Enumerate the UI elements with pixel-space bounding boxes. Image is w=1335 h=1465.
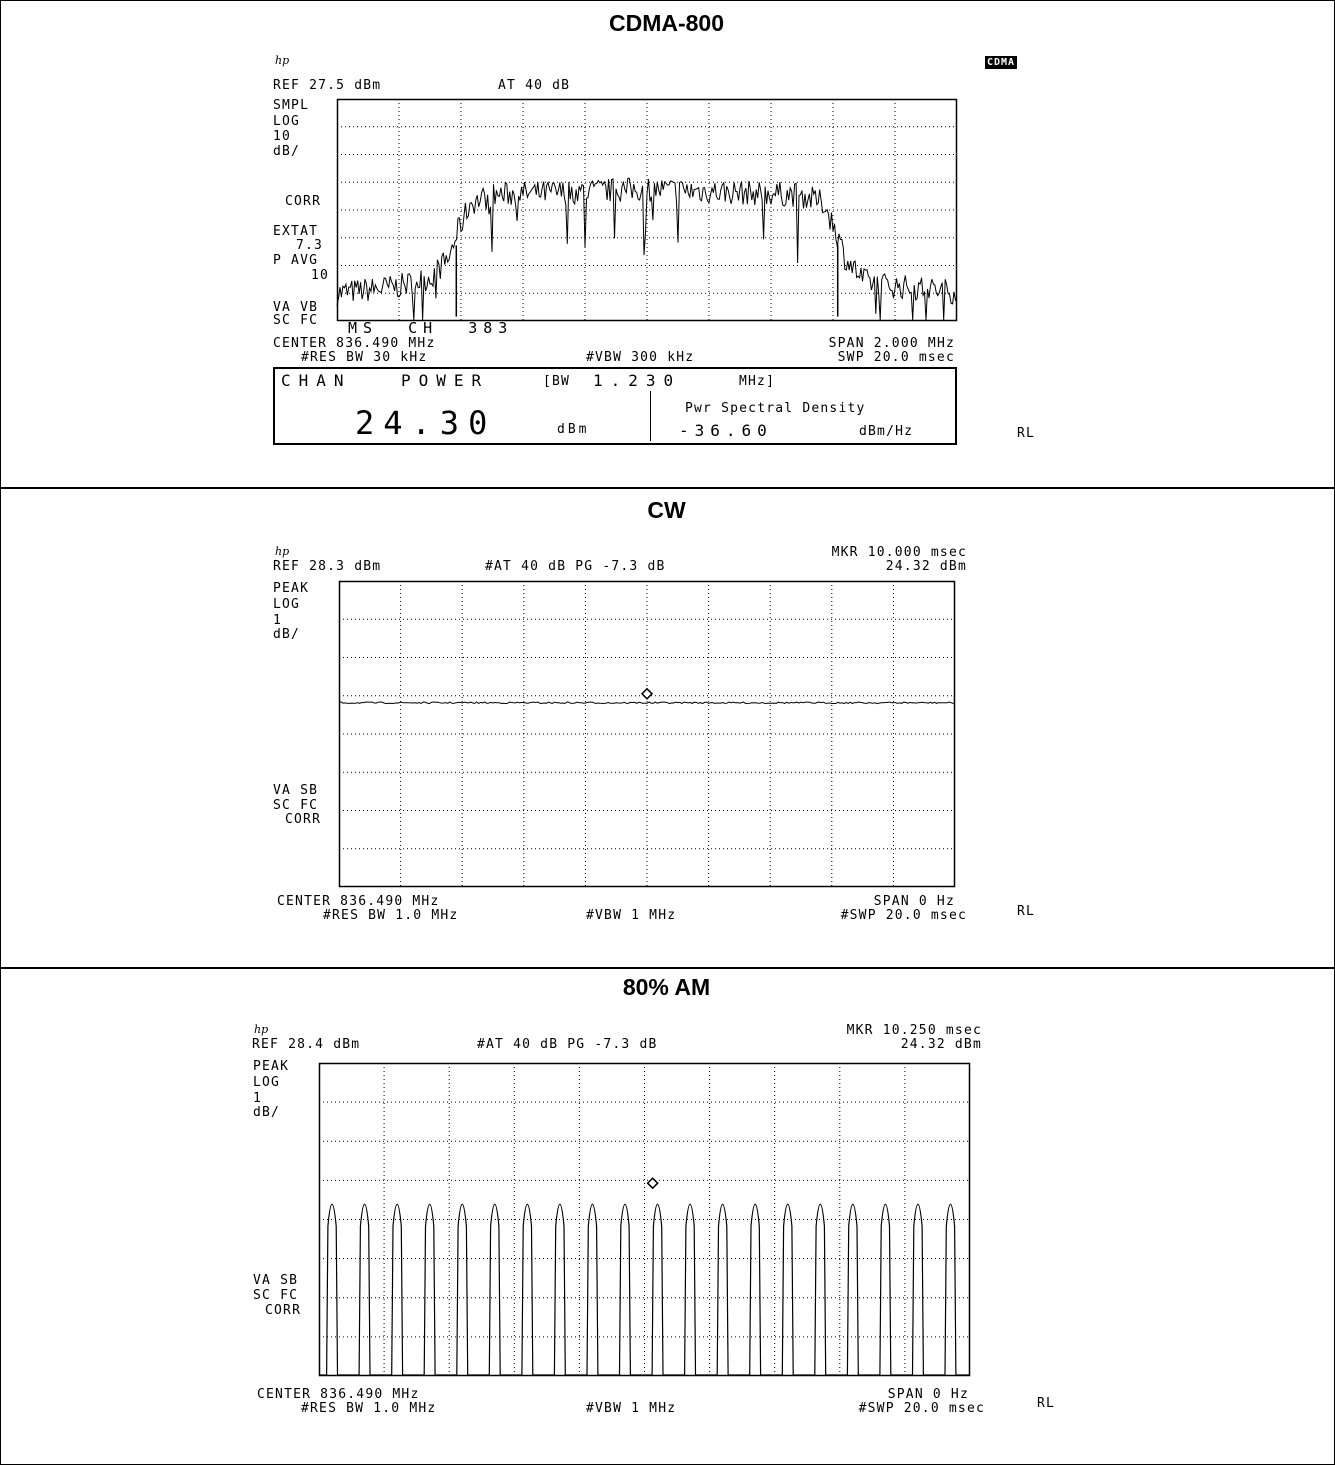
side-label-peak: PEAK — [253, 1059, 290, 1074]
ref-level-label: REF 28.3 dBm — [273, 559, 382, 574]
marker-time-label: MKR 10.000 msec — [831, 545, 967, 560]
marker-diamond-icon — [640, 687, 654, 700]
side-label-extat-value: 7.3 — [296, 238, 324, 253]
side-label-corr: CORR — [285, 812, 322, 827]
chan-header-chan: CHAN — [281, 371, 352, 390]
ref-level-label: REF 28.4 dBm — [252, 1037, 361, 1052]
rbw-label: #RES BW 30 kHz — [301, 350, 428, 365]
psd-value: -36.60 — [679, 421, 773, 440]
marker-level-label: 24.32 dBm — [900, 1037, 982, 1052]
marker-diamond-icon — [646, 1177, 659, 1190]
side-label-corr: CORR — [285, 194, 322, 209]
panel-divider-2 — [0, 967, 1335, 969]
side-label-vavb: VA VB — [273, 300, 319, 315]
panel-title-cw: CW — [647, 497, 686, 523]
psd-unit: dBm/Hz — [859, 424, 914, 439]
side-label-db-div: dB/ — [253, 1105, 281, 1120]
panel-cdma: CDMA-800 hp CDMA REF 27.5 dBm AT 40 dB S… — [1, 0, 1332, 488]
channel-power-value: 24.30 — [355, 404, 497, 442]
attenuation-label: AT 40 dB — [498, 78, 571, 93]
marker-level-label: 24.32 dBm — [885, 559, 967, 574]
cdma-spectrum-plot — [336, 98, 958, 322]
side-label-vasb: VA SB — [253, 1273, 299, 1288]
hp-logo-icon: hp — [275, 54, 290, 67]
side-label-vasb: VA SB — [273, 783, 319, 798]
attenuation-label: #AT 40 dB PG -7.3 dB — [477, 1037, 658, 1052]
side-label-log: LOG — [273, 597, 301, 612]
side-label-scale: 10 — [273, 129, 292, 144]
hp-logo-icon: hp — [275, 545, 290, 558]
side-label-extat: EXTAT — [273, 224, 319, 239]
vbw-label: #VBW 300 kHz — [586, 350, 695, 365]
chan-header-unit: MHz] — [739, 374, 776, 389]
hp-logo-icon: hp — [254, 1023, 269, 1036]
chan-header-power: POWER — [401, 371, 490, 390]
cdma-spectrum-trace — [336, 177, 958, 321]
side-label-log: LOG — [273, 114, 301, 129]
sweep-label: #SWP 20.0 msec — [840, 908, 967, 923]
am-trace — [319, 1203, 970, 1376]
cw-zero-span-plot — [338, 580, 956, 888]
span-label: SPAN 0 Hz — [873, 894, 955, 909]
side-label-scfc: SC FC — [273, 313, 319, 328]
chan-header-bw-value: 1.230 — [593, 371, 682, 390]
center-freq-label: CENTER 836.490 MHz — [257, 1387, 420, 1402]
attenuation-label: #AT 40 dB PG -7.3 dB — [485, 559, 666, 574]
side-label-pavg-value: 10 — [311, 268, 330, 283]
side-label-scale: 1 — [253, 1091, 263, 1106]
cw-trace — [338, 701, 956, 705]
channel-label: MS CH 383 — [348, 319, 514, 337]
side-label-scfc: SC FC — [253, 1288, 299, 1303]
rl-label-cdma: RL — [1017, 426, 1036, 441]
side-label-scfc: SC FC — [273, 798, 319, 813]
rl-label-cw: RL — [1017, 904, 1036, 919]
vbw-label: #VBW 1 MHz — [586, 1401, 677, 1416]
center-freq-label: CENTER 836.490 MHz — [273, 336, 436, 351]
span-label: SPAN 2.000 MHz — [828, 336, 955, 351]
sweep-label: SWP 20.0 msec — [837, 350, 955, 365]
channel-power-unit: dBm — [557, 422, 590, 437]
psd-label: Pwr Spectral Density — [685, 401, 866, 416]
vbw-label: #VBW 1 MHz — [586, 908, 677, 923]
rl-label-am: RL — [1037, 1396, 1056, 1411]
panel-title-cdma: CDMA-800 — [608, 10, 725, 36]
channel-box-divider — [650, 391, 651, 441]
marker-time-label: MKR 10.250 msec — [846, 1023, 982, 1038]
sweep-label: #SWP 20.0 msec — [858, 1401, 985, 1416]
span-label: SPAN 0 Hz — [887, 1387, 969, 1402]
side-label-db-div: dB/ — [273, 144, 301, 159]
chan-header-bw: [BW — [543, 374, 571, 389]
ref-level-label: REF 27.5 dBm — [273, 78, 382, 93]
rbw-label: #RES BW 1.0 MHz — [301, 1401, 437, 1416]
side-label-db-div: dB/ — [273, 627, 301, 642]
channel-power-box: CHAN POWER [BW 1.230 MHz] 24.30 dBm Pwr … — [273, 367, 957, 445]
mode-badge: CDMA — [985, 56, 1018, 69]
panel-title-am: 80% AM — [622, 974, 711, 1000]
am-zero-span-plot — [318, 1062, 971, 1377]
side-label-pavg: P AVG — [273, 253, 319, 268]
panel-divider-1 — [0, 487, 1335, 489]
side-label-corr: CORR — [265, 1303, 302, 1318]
rbw-label: #RES BW 1.0 MHz — [323, 908, 459, 923]
side-label-scale: 1 — [273, 613, 283, 628]
side-label-smpl: SMPL — [273, 98, 310, 113]
center-freq-label: CENTER 836.490 MHz — [277, 894, 440, 909]
panel-cw: CW hp REF 28.3 dBm #AT 40 dB PG -7.3 dB … — [1, 489, 1332, 967]
side-label-log: LOG — [253, 1075, 281, 1090]
panel-am: 80% AM hp REF 28.4 dBm #AT 40 dB PG -7.3… — [1, 969, 1332, 1463]
side-label-peak: PEAK — [273, 581, 310, 596]
